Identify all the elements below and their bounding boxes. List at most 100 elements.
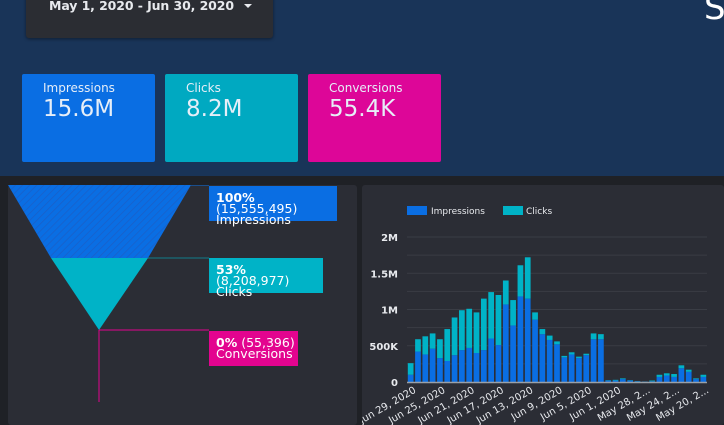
- bar-impressions[interactable]: [452, 355, 458, 382]
- bar-clicks[interactable]: [422, 336, 428, 354]
- bar-impressions[interactable]: [518, 296, 524, 382]
- funnel-chart: [8, 185, 357, 425]
- kpi-value: 15.6M: [43, 96, 114, 122]
- bar-impressions[interactable]: [671, 377, 677, 382]
- bar-impressions[interactable]: [525, 299, 531, 382]
- bar-clicks[interactable]: [657, 375, 663, 377]
- kpi-label: Conversions: [329, 81, 403, 95]
- funnel-stage-name: Impressions: [216, 212, 291, 227]
- bar-impressions[interactable]: [591, 339, 597, 382]
- bar-clicks[interactable]: [591, 333, 597, 339]
- bar-clicks[interactable]: [496, 295, 502, 345]
- dashboard-header: May 1, 2020 - Jun 30, 2020 S Impressions…: [0, 0, 724, 176]
- bar-clicks[interactable]: [554, 341, 560, 344]
- funnel-stage-impressions[interactable]: [8, 185, 191, 258]
- bar-impressions[interactable]: [657, 377, 663, 382]
- date-range-text: May 1, 2020 - Jun 30, 2020: [49, 0, 234, 13]
- bar-impressions[interactable]: [569, 354, 575, 382]
- bar-impressions[interactable]: [488, 339, 494, 383]
- bar-impressions[interactable]: [561, 357, 567, 382]
- bar-clicks[interactable]: [518, 265, 524, 296]
- funnel-stage-clicks[interactable]: [51, 258, 148, 330]
- bar-impressions[interactable]: [679, 368, 685, 382]
- kpi-card-conversions: Conversions 55.4K: [308, 74, 441, 162]
- funnel-stage-name: Clicks: [216, 284, 252, 299]
- bar-clicks[interactable]: [664, 373, 670, 375]
- bar-clicks[interactable]: [452, 317, 458, 355]
- bar-clicks[interactable]: [583, 354, 589, 355]
- bar-impressions[interactable]: [554, 344, 560, 382]
- kpi-card-clicks: Clicks 8.2M: [165, 74, 298, 162]
- bar-clicks[interactable]: [613, 380, 619, 381]
- report-title: S: [704, 0, 724, 28]
- bar-clicks[interactable]: [466, 309, 472, 348]
- bar-impressions[interactable]: [481, 350, 487, 382]
- bar-clicks[interactable]: [576, 357, 582, 358]
- bar-clicks[interactable]: [430, 333, 436, 348]
- bar-clicks[interactable]: [481, 299, 487, 350]
- bar-impressions[interactable]: [415, 352, 421, 382]
- bar-clicks[interactable]: [700, 375, 706, 377]
- bar-impressions[interactable]: [664, 375, 670, 382]
- bar-impressions[interactable]: [430, 349, 436, 382]
- bar-clicks[interactable]: [444, 329, 450, 361]
- bar-clicks[interactable]: [503, 281, 509, 305]
- bar-clicks[interactable]: [525, 257, 531, 298]
- kpi-label: Clicks: [186, 81, 221, 95]
- bar-impressions[interactable]: [459, 350, 465, 382]
- bar-impressions[interactable]: [532, 320, 538, 382]
- bar-clicks[interactable]: [437, 339, 443, 358]
- legend-swatch-clicks[interactable]: [503, 206, 523, 215]
- funnel-label-conversions: 0% (55,396) Conversions: [209, 331, 298, 366]
- bar-clicks[interactable]: [679, 365, 685, 368]
- date-range-picker[interactable]: May 1, 2020 - Jun 30, 2020: [26, 0, 273, 38]
- bar-impressions[interactable]: [437, 358, 443, 382]
- bar-clicks[interactable]: [510, 300, 516, 325]
- bar-clicks[interactable]: [686, 370, 692, 372]
- dropdown-caret-icon[interactable]: [244, 4, 252, 8]
- legend-swatch-impressions[interactable]: [407, 206, 427, 215]
- bar-clicks[interactable]: [547, 336, 553, 340]
- bar-clicks[interactable]: [693, 378, 699, 379]
- funnel-label-clicks: 53% (8,208,977) Clicks: [209, 258, 323, 293]
- bar-impressions[interactable]: [620, 379, 626, 382]
- bar-impressions[interactable]: [422, 354, 428, 382]
- bar-impressions[interactable]: [686, 372, 692, 382]
- bar-impressions[interactable]: [576, 358, 582, 382]
- bar-clicks[interactable]: [415, 339, 421, 351]
- bar-clicks[interactable]: [569, 352, 575, 354]
- chart-legend: Impressions Clicks: [407, 206, 552, 217]
- bar-impressions[interactable]: [700, 377, 706, 382]
- bar-impressions[interactable]: [598, 339, 604, 382]
- bar-impressions[interactable]: [496, 345, 502, 382]
- kpi-card-impressions: Impressions 15.6M: [22, 74, 155, 162]
- bar-impressions[interactable]: [540, 334, 546, 382]
- bar-clicks[interactable]: [598, 334, 604, 339]
- bar-impressions[interactable]: [693, 379, 699, 382]
- bar-clicks[interactable]: [671, 374, 677, 377]
- funnel-panel: [8, 185, 357, 425]
- bar-clicks[interactable]: [532, 312, 538, 319]
- bar-clicks[interactable]: [620, 378, 626, 379]
- bar-impressions[interactable]: [583, 355, 589, 382]
- bar-impressions[interactable]: [466, 348, 472, 382]
- bar-clicks[interactable]: [408, 363, 414, 375]
- bar-impressions[interactable]: [510, 325, 516, 382]
- bar-clicks[interactable]: [474, 312, 480, 353]
- funnel-label-impressions: 100% (15,555,495) Impressions: [209, 186, 337, 221]
- bar-clicks[interactable]: [488, 292, 494, 338]
- bar-impressions[interactable]: [444, 361, 450, 382]
- legend-label-clicks[interactable]: Clicks: [526, 207, 552, 217]
- bar-impressions[interactable]: [408, 375, 414, 382]
- bar-clicks[interactable]: [649, 381, 655, 382]
- y-tick-label: 500K: [369, 342, 399, 353]
- bar-clicks[interactable]: [561, 356, 567, 357]
- bar-impressions[interactable]: [503, 304, 509, 382]
- bar-clicks[interactable]: [459, 310, 465, 350]
- bar-clicks[interactable]: [540, 329, 546, 334]
- bar-impressions[interactable]: [474, 353, 480, 382]
- kpi-value: 55.4K: [329, 96, 395, 122]
- bar-impressions[interactable]: [547, 340, 553, 382]
- legend-label-impressions[interactable]: Impressions: [431, 207, 485, 217]
